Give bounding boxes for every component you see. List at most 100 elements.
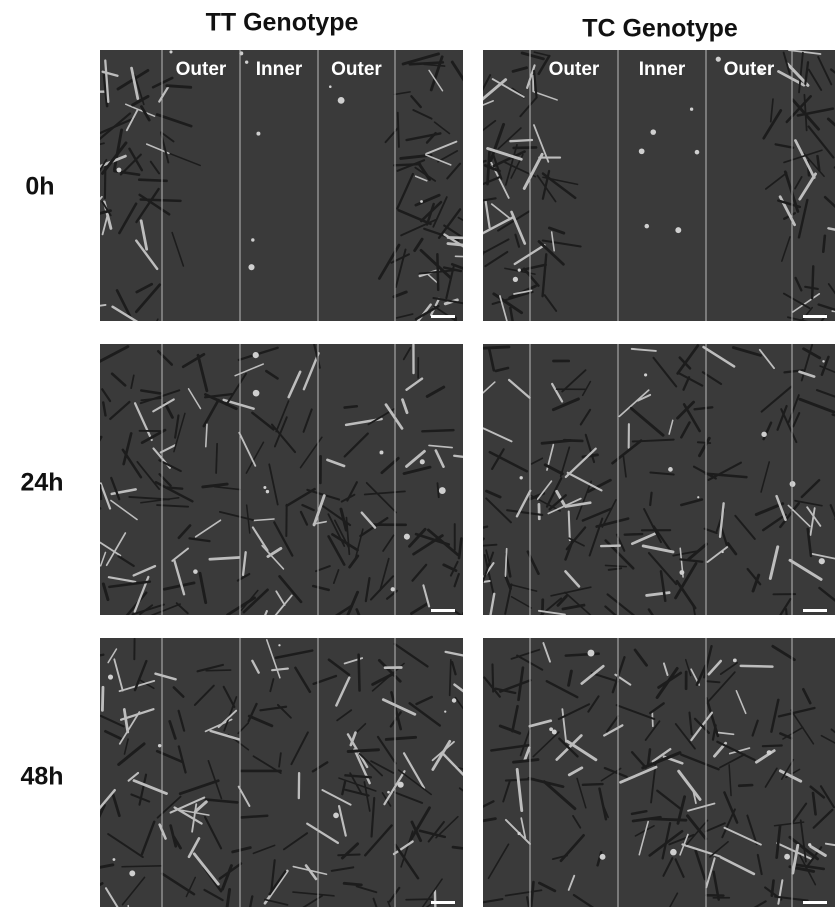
- debris: [513, 277, 518, 282]
- debris: [193, 569, 198, 574]
- debris: [767, 750, 772, 755]
- micrograph-bg: [483, 344, 835, 615]
- cell: [435, 891, 436, 907]
- debris: [690, 108, 693, 111]
- micrograph: [454, 344, 835, 640]
- zone-label: Outer: [176, 59, 227, 80]
- cell: [141, 199, 181, 200]
- debris: [387, 791, 390, 794]
- figure: TT Genotype TC Genotype 0h 24h 48h Outer…: [0, 0, 835, 907]
- micrograph: [68, 50, 488, 343]
- cell: [348, 750, 378, 752]
- cell: [73, 143, 104, 151]
- cell: [482, 347, 509, 348]
- row-label: 0h: [25, 173, 54, 201]
- debris: [108, 674, 113, 679]
- cell: [823, 236, 825, 252]
- cell: [122, 866, 162, 867]
- debris: [420, 459, 425, 464]
- cell: [437, 254, 438, 290]
- cell: [422, 430, 453, 431]
- zone-label: Outer: [724, 59, 775, 80]
- column-title: TT Genotype: [206, 9, 359, 37]
- debris: [668, 467, 673, 472]
- cell: [398, 113, 399, 147]
- cell: [150, 319, 158, 335]
- cell: [468, 252, 484, 288]
- debris: [439, 487, 446, 494]
- debris: [404, 534, 410, 540]
- debris: [253, 390, 260, 397]
- micrograph: [465, 50, 835, 343]
- debris: [452, 698, 456, 702]
- cell: [583, 784, 603, 785]
- cell: [453, 847, 466, 849]
- debris: [695, 150, 700, 155]
- cell: [460, 788, 483, 804]
- cell: [454, 610, 484, 630]
- debris: [248, 264, 254, 270]
- debris: [169, 50, 172, 53]
- cell: [68, 305, 106, 310]
- debris: [645, 224, 650, 229]
- cell: [739, 785, 752, 786]
- cell: [463, 613, 466, 631]
- cell: [345, 406, 357, 407]
- debris: [670, 849, 677, 856]
- cell: [344, 883, 361, 885]
- micrograph: [76, 638, 483, 907]
- zone-label: Inner: [639, 59, 686, 80]
- cell: [456, 256, 476, 257]
- debris: [129, 870, 135, 876]
- debris: [251, 238, 254, 241]
- cell: [359, 655, 360, 691]
- debris: [444, 710, 446, 712]
- zone-label: Inner: [256, 59, 303, 80]
- debris: [733, 658, 737, 662]
- cell: [76, 655, 104, 660]
- debris: [245, 60, 248, 63]
- debris: [329, 85, 332, 88]
- scale-bar: [803, 609, 827, 612]
- cell: [652, 819, 686, 820]
- scale-bar: [431, 315, 455, 318]
- cell: [542, 600, 543, 635]
- debris: [587, 650, 594, 657]
- cell: [467, 161, 486, 167]
- debris: [722, 551, 724, 553]
- debris: [333, 813, 339, 819]
- micrograph-bg: [100, 344, 463, 615]
- debris: [518, 832, 521, 835]
- debris: [552, 730, 557, 735]
- debris: [639, 148, 645, 154]
- debris: [263, 486, 266, 489]
- cell: [210, 557, 239, 559]
- debris: [784, 854, 790, 860]
- scale-bar: [431, 609, 455, 612]
- debris: [420, 200, 423, 203]
- debris: [158, 744, 161, 747]
- debris: [266, 490, 269, 493]
- panels: [68, 50, 835, 907]
- debris: [379, 450, 383, 454]
- cell: [812, 266, 813, 298]
- debris: [679, 570, 684, 575]
- debris: [675, 227, 681, 233]
- cell: [255, 611, 267, 638]
- cell: [455, 318, 456, 343]
- cell: [81, 437, 101, 472]
- cell: [167, 488, 182, 489]
- debris: [716, 57, 721, 62]
- cell: [338, 855, 359, 856]
- debris: [600, 854, 606, 860]
- micrograph: [69, 344, 484, 639]
- debris: [808, 843, 811, 846]
- cell: [242, 816, 268, 818]
- debris: [790, 481, 796, 487]
- debris: [761, 432, 766, 437]
- row-label: 48h: [20, 763, 63, 791]
- cell: [167, 86, 191, 88]
- cell: [102, 687, 103, 710]
- debris: [253, 352, 259, 358]
- debris: [650, 129, 656, 135]
